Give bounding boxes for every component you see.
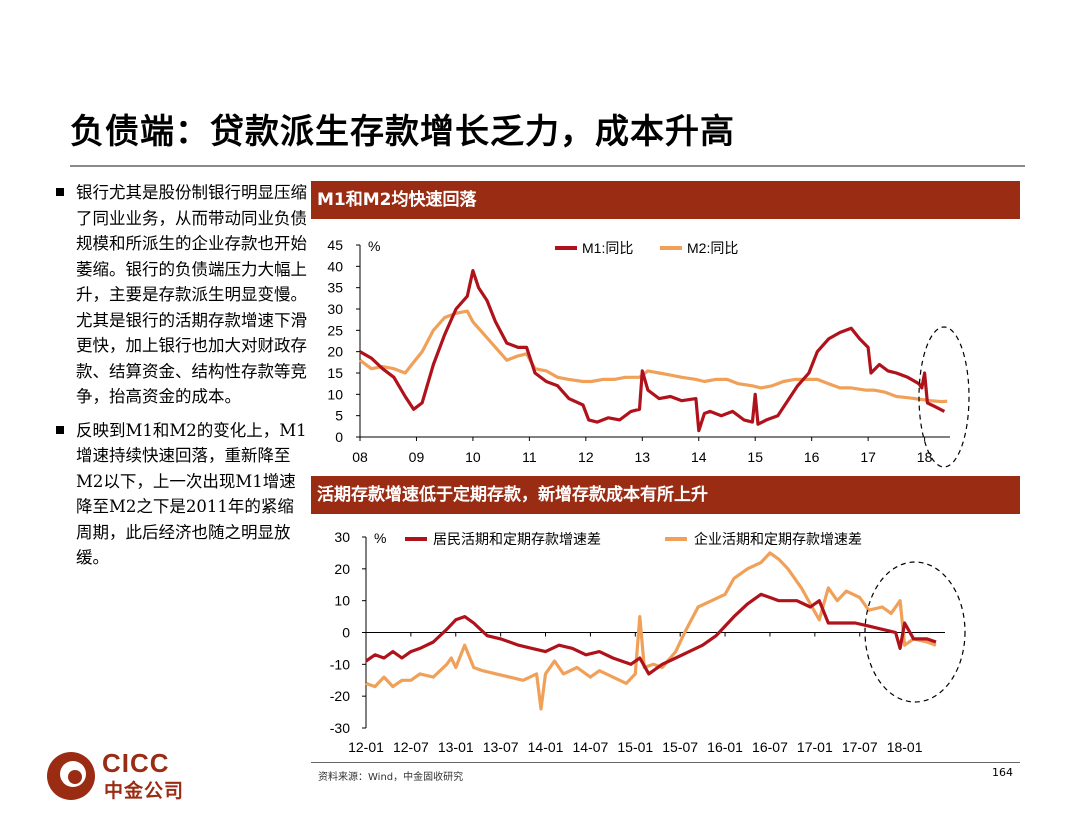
y-tick-label: 30: [334, 529, 350, 545]
x-tick-label: 15-07: [662, 739, 698, 755]
x-tick-label: 16-07: [752, 739, 788, 755]
y-tick-label: 40: [327, 258, 343, 274]
series-line: [359, 269, 946, 433]
cicc-logo-icon: [47, 752, 95, 800]
x-tick-label: 13-07: [483, 739, 519, 755]
y-tick-label: 35: [327, 280, 343, 296]
x-tick-label: 16: [804, 449, 820, 465]
title-divider: [70, 165, 1025, 167]
x-tick-label: 18: [917, 449, 933, 465]
chart1-title: M1和M2均快速回落: [317, 190, 477, 210]
y-tick-label: 5: [335, 408, 343, 424]
y-tick-label: 20: [334, 561, 350, 577]
x-tick-label: 17-01: [797, 739, 833, 755]
y-tick-label: 0: [342, 625, 350, 641]
y-tick-label: -10: [330, 656, 350, 672]
x-tick-label: 15-01: [617, 739, 653, 755]
bullet-item: 反映到M1和M2的变化上，M1增速持续快速回落，重新降至M2以下，上一次出现M1…: [52, 418, 307, 571]
chart2-title: 活期存款增速低于定期存款，新增存款成本有所上升: [317, 485, 708, 505]
x-tick-label: 12: [578, 449, 594, 465]
x-tick-label: 13: [635, 449, 651, 465]
chart1-title-bar: M1和M2均快速回落: [311, 181, 1020, 219]
y-tick-label: 0: [335, 429, 343, 445]
bullet-text: 反映到M1和M2的变化上，M1增速持续快速回落，重新降至M2以下，上一次出现M1…: [76, 420, 307, 568]
x-tick-label: 09: [409, 449, 425, 465]
page-number: 164: [992, 766, 1013, 779]
y-tick-label: -20: [330, 688, 350, 704]
x-tick-label: 14-07: [573, 739, 609, 755]
y-tick-label: 10: [334, 593, 350, 609]
x-tick-label: 12-01: [348, 739, 384, 755]
legend-label: M1:同比: [582, 240, 633, 256]
footer-divider: [311, 762, 1020, 763]
y-tick-label: -30: [330, 720, 350, 736]
x-tick-label: 08: [352, 449, 368, 465]
chart2-title-bar: 活期存款增速低于定期存款，新增存款成本有所上升: [311, 476, 1020, 514]
series-line: [365, 551, 937, 711]
bullet-item: 银行尤其是股份制银行明显压缩了同业业务，从而带动同业负债规模和所派生的企业存款也…: [52, 180, 307, 410]
y-tick-label: 15: [327, 365, 343, 381]
y-tick-label: 25: [327, 322, 343, 338]
legend-label: 企业活期和定期存款增速差: [694, 531, 862, 547]
x-tick-label: 17-07: [842, 739, 878, 755]
bullet-text: 银行尤其是股份制银行明显压缩了同业业务，从而带动同业负债规模和所派生的企业存款也…: [76, 183, 307, 406]
x-tick-label: 10: [465, 449, 481, 465]
logo-text-en: CICC: [102, 748, 170, 778]
x-tick-label: 14: [691, 449, 707, 465]
series-line: [359, 309, 948, 404]
y-tick-label: 45: [327, 237, 343, 253]
y-tick-label: 20: [327, 344, 343, 360]
bullet-square-icon: [56, 425, 64, 434]
x-tick-label: 11: [522, 449, 537, 465]
series-line: [365, 592, 937, 676]
highlight-ellipse: [918, 326, 970, 468]
slide-title: 负债端：贷款派生存款增长乏力，成本升高: [70, 112, 735, 152]
x-tick-label: 14-01: [528, 739, 564, 755]
source-note: 资料来源：Wind，中金固收研究: [318, 772, 464, 783]
legend-label: M2:同比: [687, 240, 738, 256]
x-tick-label: 15: [747, 449, 763, 465]
bullet-list: 银行尤其是股份制银行明显压缩了同业业务，从而带动同业负债规模和所派生的企业存款也…: [52, 180, 307, 579]
y-axis-unit-label: %: [368, 238, 380, 254]
y-axis-unit-label: %: [374, 530, 386, 546]
x-tick-label: 16-01: [707, 739, 743, 755]
highlight-ellipse: [864, 561, 966, 703]
y-tick-label: 10: [327, 386, 343, 402]
x-tick-label: 12-07: [393, 739, 429, 755]
logo-text-cn: 中金公司: [104, 780, 185, 802]
bullet-square-icon: [56, 188, 64, 196]
x-tick-label: 13-01: [438, 739, 474, 755]
y-tick-label: 30: [327, 301, 343, 317]
legend-label: 居民活期和定期存款增速差: [433, 531, 601, 547]
x-tick-label: 18-01: [887, 739, 923, 755]
x-tick-label: 17: [860, 449, 876, 465]
